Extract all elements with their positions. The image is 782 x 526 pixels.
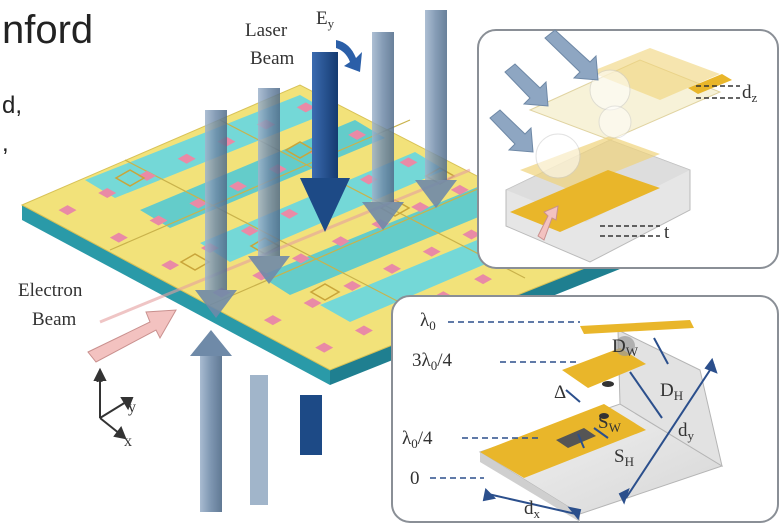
sh-label: SH [614,446,634,469]
pink-pad [98,188,117,199]
pink-pad [240,225,259,236]
pink-pad [348,129,367,140]
pink-pad [383,263,401,274]
dw-label: DW [612,336,639,359]
pink-pad [58,205,77,216]
lambda-quarter-label: λ0/4 [402,428,433,451]
pink-pad [189,198,208,209]
pink-pad [422,246,441,257]
laser-arrow-icon [362,202,404,230]
three-lambda-label: 3λ0/4 [412,350,452,373]
sw-label: SW [598,412,622,435]
inset-unit-cell-dimensions: λ0 3λ0/4 λ0/4 0 Δ DW DH SW SH dy dx [391,295,779,523]
laser-arrows [195,10,457,318]
laser-arrow-icon [415,180,457,208]
pink-pad [303,298,322,309]
delta-label: Δ [554,382,566,403]
axis-z-label: z [96,369,103,386]
pink-pad [343,280,362,291]
pink-pad [229,181,247,192]
upper-pad [562,348,646,388]
laser-arrow-shaft [205,110,227,290]
slot-hole [556,428,596,448]
laser-arrow-shaft [258,88,280,256]
laser-arrow-shaft [425,10,447,180]
zero-label: 0 [410,468,420,489]
pink-pad [450,184,469,195]
hollow-pad [309,283,341,301]
hollow-pad [114,169,146,187]
pink-pad [149,215,168,226]
field-arrow-icon [300,40,362,232]
pink-pad [399,157,418,168]
electron-label-line2: Beam [32,309,77,330]
dh-label: DH [660,380,683,403]
inset-bottom-labels: λ0 3λ0/4 λ0/4 0 Δ DW DH SW SH dy dx [402,310,695,521]
slab-front-edge [22,205,330,385]
pink-pad [280,208,299,219]
main-labels: Laser Beam Ey Electron Beam z y x [18,8,335,450]
dy-label: dy [678,420,695,443]
laser-arrow-icon [248,256,290,284]
pink-pad [263,315,282,326]
electron-label-line1: Electron [18,280,83,301]
top-bar-pad [580,320,694,334]
laser-label-line1: Laser [245,20,288,41]
pink-pad [331,236,350,247]
axis-x-label: x [124,433,132,450]
pink-pad [291,253,310,264]
pink-pad [296,102,315,113]
inset-top-dz-label: dz [742,82,758,105]
pink-pad [462,229,481,240]
pink-pad [161,260,180,271]
lambda0-label: λ0 [420,310,436,333]
side-fragment-2: , [2,130,9,157]
electron-path-line [99,168,471,324]
axis-y-label: y [128,399,136,416]
inset-top-t-label: t [664,222,670,243]
field-label: Ey [316,8,335,31]
pink-pad [315,342,334,353]
laser-arrow-icon [195,290,237,318]
laser-label-line2: Beam [250,48,295,69]
dx-label: dx [524,498,541,521]
pink-pad [177,153,196,164]
pink-pad [411,201,430,212]
header-fragment: nford [2,8,94,52]
electron-arrow-icon [87,309,177,363]
pink-pad [354,325,373,336]
side-fragment-1: d, [2,92,23,119]
upward-arrows [190,330,322,512]
pink-pad [109,232,128,243]
axis-triad-icon [93,367,134,440]
pink-pad [474,274,493,285]
laser-arrow-shaft [372,32,394,202]
inset-unit-cell-stack: dz t [477,29,779,269]
